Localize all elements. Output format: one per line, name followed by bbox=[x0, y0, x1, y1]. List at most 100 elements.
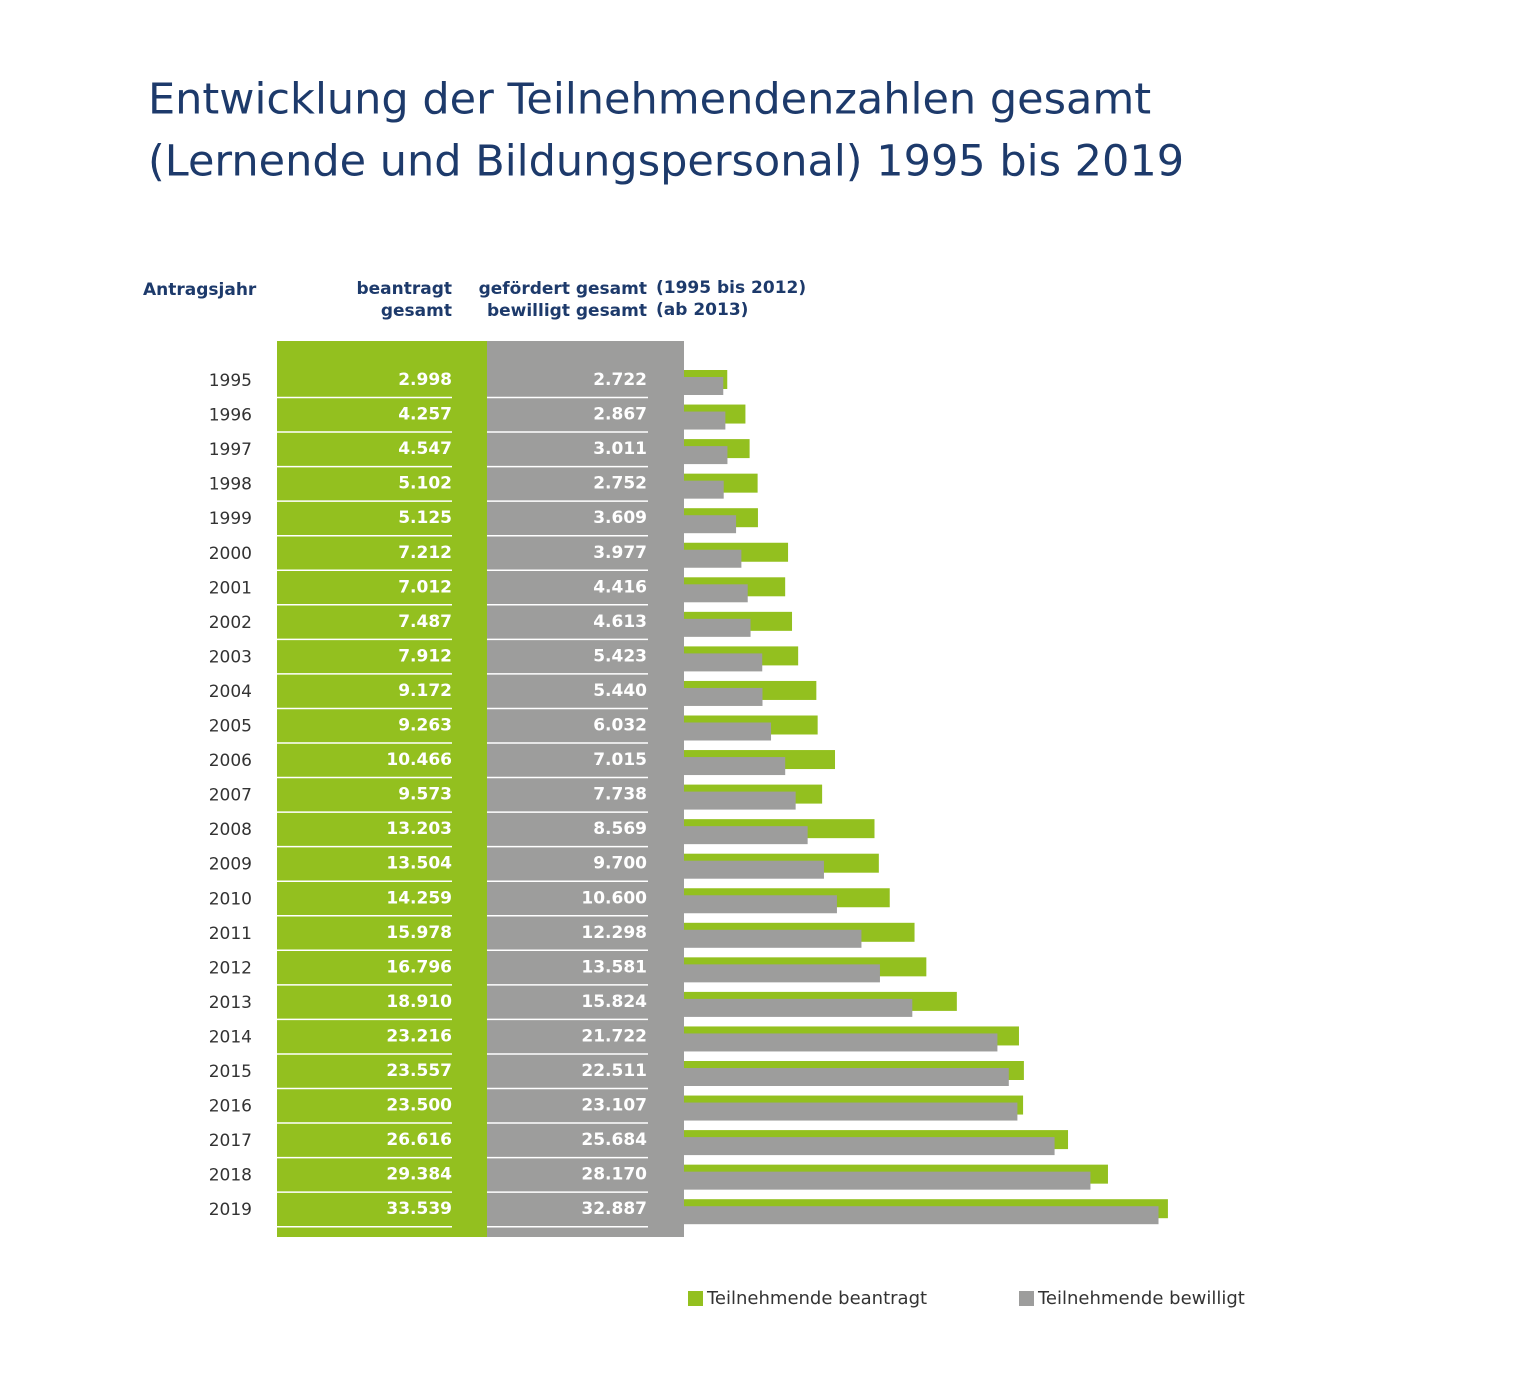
value-label: 26.616 bbox=[386, 1130, 452, 1150]
value-label: 16.796 bbox=[386, 957, 452, 977]
bar bbox=[684, 1102, 1018, 1121]
column-header: beantragt bbox=[356, 279, 452, 299]
bar bbox=[684, 929, 862, 948]
y-tick-label: 2006 bbox=[209, 751, 252, 771]
value-label: 10.600 bbox=[581, 888, 647, 908]
y-tick-label: 2009 bbox=[209, 855, 252, 875]
value-label: 33.539 bbox=[386, 1199, 452, 1219]
bar bbox=[684, 895, 837, 914]
value-label: 9.172 bbox=[398, 681, 452, 701]
bar bbox=[684, 480, 724, 499]
bar bbox=[684, 1206, 1159, 1225]
value-label: 4.613 bbox=[593, 612, 647, 632]
value-label: 7.015 bbox=[593, 750, 647, 770]
y-tick-label: 1997 bbox=[209, 440, 252, 460]
value-label: 18.910 bbox=[386, 992, 452, 1012]
value-label: 23.557 bbox=[386, 1061, 452, 1081]
value-label: 9.263 bbox=[398, 716, 452, 736]
bar bbox=[684, 757, 786, 776]
value-label: 4.547 bbox=[398, 439, 452, 459]
y-tick-label: 2012 bbox=[209, 958, 252, 978]
value-label: 9.700 bbox=[593, 854, 647, 874]
y-tick-label: 1995 bbox=[209, 371, 252, 391]
y-tick-label: 2018 bbox=[209, 1166, 252, 1186]
bar bbox=[684, 964, 880, 983]
value-label: 21.722 bbox=[581, 1026, 647, 1046]
value-label: 29.384 bbox=[386, 1165, 452, 1185]
value-label: 7.738 bbox=[593, 785, 647, 805]
value-label: 4.257 bbox=[398, 405, 452, 425]
legend-swatch bbox=[688, 1291, 703, 1306]
y-tick-label: 2014 bbox=[209, 1027, 252, 1047]
column-bg bbox=[277, 341, 487, 1237]
value-label: 3.609 bbox=[593, 508, 647, 528]
value-label: 23.107 bbox=[581, 1096, 647, 1116]
column-header: gefördert gesamt bbox=[479, 279, 647, 299]
value-label: 4.416 bbox=[593, 577, 647, 597]
bar bbox=[684, 515, 737, 534]
value-label: 23.500 bbox=[386, 1096, 452, 1116]
value-label: 12.298 bbox=[581, 923, 647, 943]
y-tick-label: 2005 bbox=[209, 717, 252, 737]
value-label: 15.978 bbox=[386, 923, 452, 943]
value-label: 15.824 bbox=[581, 992, 647, 1012]
column-note: (1995 bis 2012) bbox=[656, 278, 806, 298]
y-tick-label: 2001 bbox=[209, 578, 252, 598]
value-label: 7.487 bbox=[398, 612, 452, 632]
bar bbox=[684, 549, 742, 568]
value-label: 25.684 bbox=[581, 1130, 647, 1150]
bar bbox=[684, 377, 724, 395]
y-tick-label: 2015 bbox=[209, 1062, 252, 1082]
value-label: 28.170 bbox=[581, 1165, 647, 1185]
column-header: gesamt bbox=[381, 301, 452, 321]
bar bbox=[684, 998, 913, 1017]
bar bbox=[684, 791, 796, 810]
value-label: 13.581 bbox=[581, 957, 647, 977]
chart-title: Entwicklung der Teilnehmendenzahlen gesa… bbox=[148, 75, 1151, 125]
y-tick-label: 1996 bbox=[209, 406, 252, 426]
y-tick-label: 2017 bbox=[209, 1131, 252, 1151]
value-label: 7.912 bbox=[398, 646, 452, 666]
value-label: 3.011 bbox=[593, 439, 647, 459]
value-label: 9.573 bbox=[398, 785, 452, 805]
y-tick-label: 2007 bbox=[209, 786, 252, 806]
column-header: Antragsjahr bbox=[143, 280, 257, 300]
value-label: 8.569 bbox=[593, 819, 647, 839]
column-note: (ab 2013) bbox=[656, 300, 748, 320]
value-label: 10.466 bbox=[386, 750, 452, 770]
value-label: 6.032 bbox=[593, 716, 647, 736]
value-label: 2.867 bbox=[593, 405, 647, 425]
value-label: 5.423 bbox=[593, 646, 647, 666]
value-label: 5.440 bbox=[593, 681, 647, 701]
bar bbox=[684, 1171, 1091, 1190]
bar bbox=[684, 687, 763, 706]
bar bbox=[684, 1033, 998, 1052]
bar bbox=[684, 584, 748, 603]
bar bbox=[684, 860, 824, 879]
column-bg bbox=[487, 341, 684, 1237]
value-label: 22.511 bbox=[581, 1061, 647, 1081]
y-tick-label: 2019 bbox=[209, 1200, 252, 1220]
value-label: 13.504 bbox=[386, 854, 452, 874]
bar bbox=[684, 1068, 1009, 1086]
value-label: 3.977 bbox=[593, 543, 647, 563]
bar bbox=[684, 653, 763, 672]
y-tick-label: 2013 bbox=[209, 993, 252, 1013]
bar bbox=[684, 446, 728, 465]
value-label: 32.887 bbox=[581, 1199, 647, 1219]
y-tick-label: 2000 bbox=[209, 544, 252, 564]
value-label: 7.012 bbox=[398, 577, 452, 597]
value-label: 2.998 bbox=[398, 370, 452, 390]
y-tick-label: 1999 bbox=[209, 509, 252, 529]
legend-swatch bbox=[1019, 1291, 1034, 1306]
y-tick-label: 2004 bbox=[209, 682, 252, 702]
value-label: 14.259 bbox=[386, 888, 452, 908]
bar bbox=[684, 618, 751, 637]
chart-title: (Lernende und Bildungspersonal) 1995 bis… bbox=[148, 137, 1184, 187]
bar bbox=[684, 411, 726, 430]
y-tick-label: 2008 bbox=[209, 820, 252, 840]
value-label: 5.102 bbox=[398, 474, 452, 494]
value-label: 23.216 bbox=[386, 1026, 452, 1046]
value-label: 2.722 bbox=[593, 370, 647, 390]
